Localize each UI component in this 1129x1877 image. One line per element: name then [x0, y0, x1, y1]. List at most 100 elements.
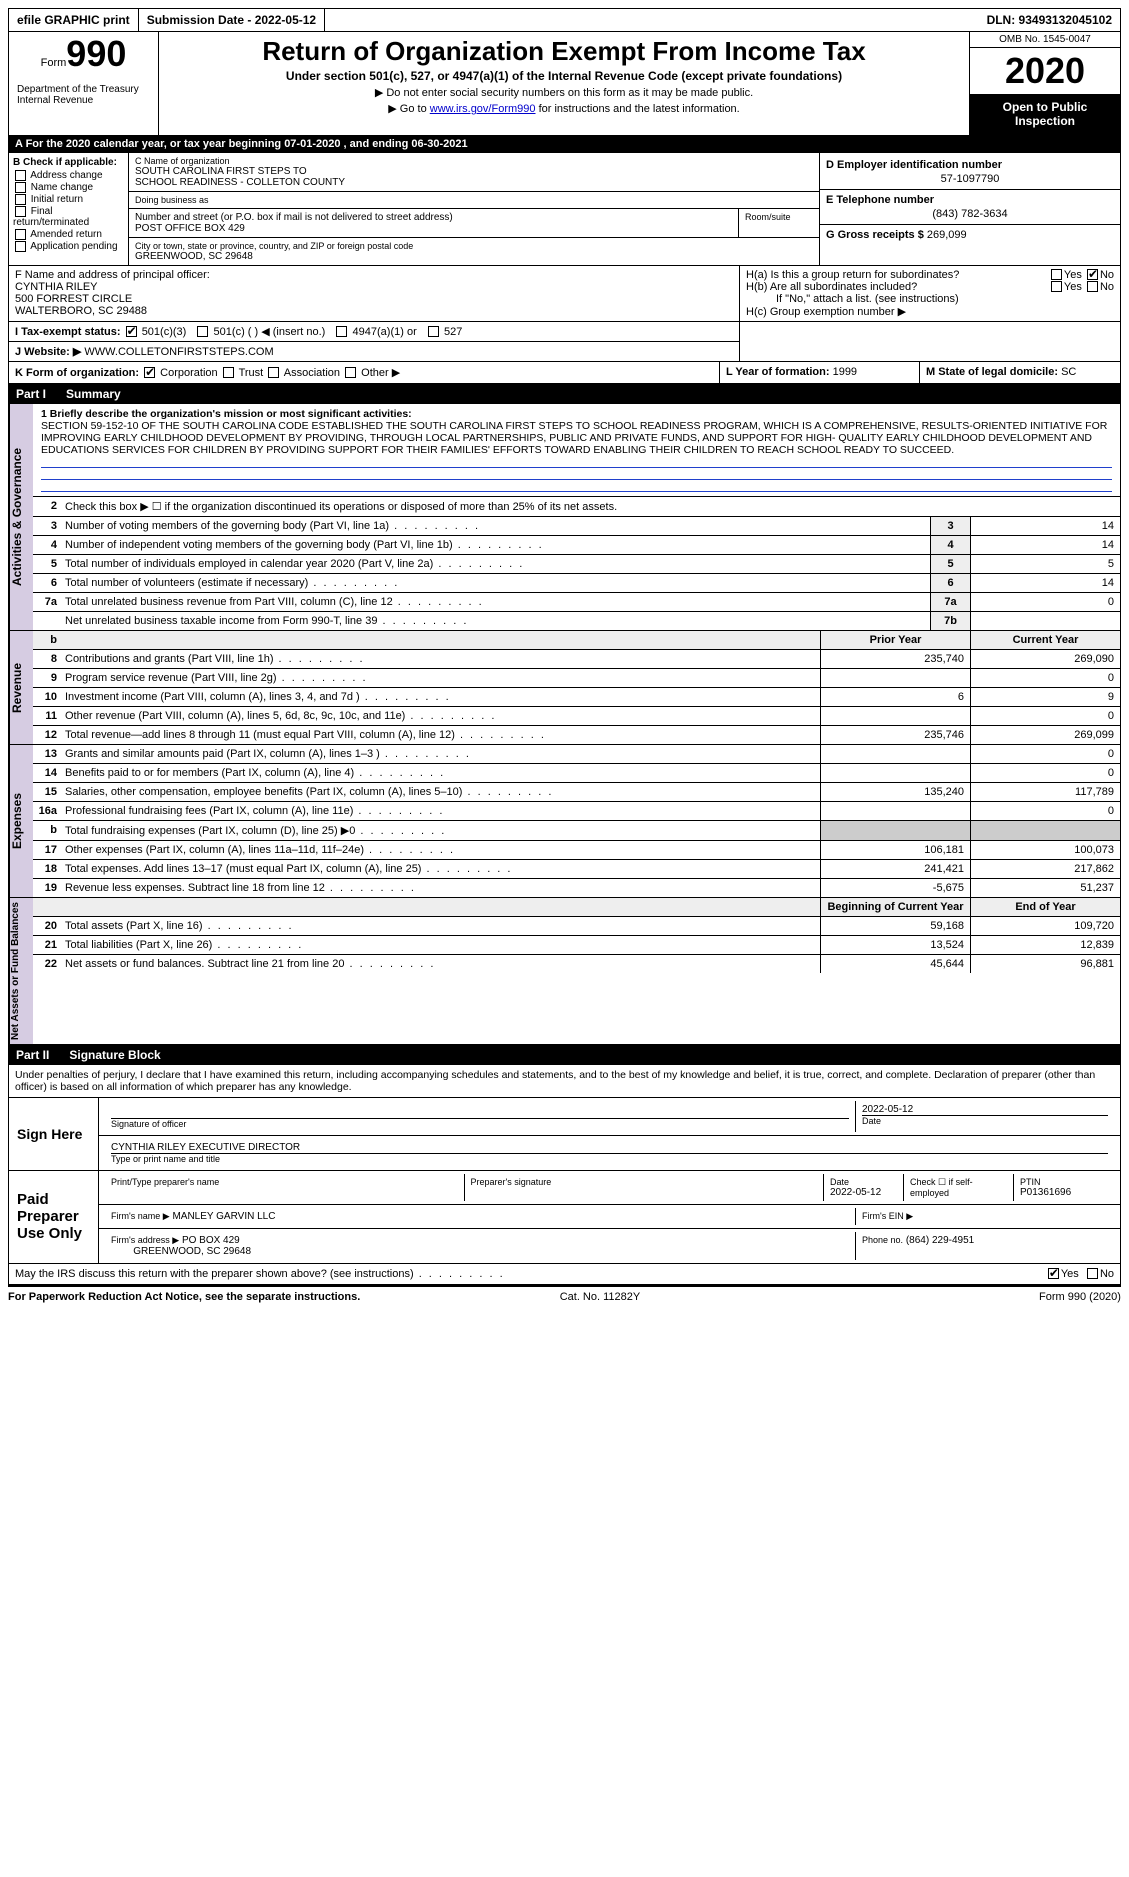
- open-inspection: Open to Public Inspection: [970, 94, 1120, 135]
- officer-block: F Name and address of principal officer:…: [9, 266, 739, 320]
- net-header: Beginning of Current Year End of Year: [33, 898, 1120, 917]
- dba-cell: Doing business as: [129, 192, 819, 209]
- h-c-spacer: [740, 322, 1120, 361]
- sign-here-label: Sign Here: [9, 1098, 99, 1170]
- prep-row1: Print/Type preparer's name Preparer's si…: [99, 1171, 1120, 1205]
- chk-other[interactable]: [345, 367, 356, 378]
- chk-501c[interactable]: [197, 326, 208, 337]
- sig-date-cell: 2022-05-12 Date: [856, 1101, 1114, 1132]
- chk-527[interactable]: [428, 326, 439, 337]
- org-name-label: C Name of organization: [135, 156, 813, 166]
- chk-corp[interactable]: [144, 367, 155, 378]
- box-f: F Name and address of principal officer:…: [9, 266, 740, 321]
- h-b-label: H(b) Are all subordinates included?: [746, 281, 917, 293]
- irs-link[interactable]: www.irs.gov/Form990: [430, 103, 536, 115]
- prep-row3: Firm's address ▶ PO BOX 429 GREENWOOD, S…: [99, 1229, 1120, 1263]
- note-goto: ▶ Go to www.irs.gov/Form990 for instruct…: [167, 102, 961, 115]
- form-number: 990: [66, 33, 126, 74]
- officer-addr2: WALTERBORO, SC 29488: [15, 305, 733, 317]
- hdr-eoy: End of Year: [970, 898, 1120, 916]
- chk-address-change[interactable]: Address change: [13, 170, 124, 181]
- h-b-yes[interactable]: [1051, 281, 1062, 292]
- street-label: Number and street (or P.O. box if mail i…: [135, 212, 732, 223]
- j-label: J Website: ▶: [15, 346, 81, 358]
- chk-trust[interactable]: [223, 367, 234, 378]
- ein: 57-1097790: [826, 173, 1114, 185]
- gross-value: 269,099: [927, 229, 967, 241]
- part1-title: Summary: [66, 387, 121, 401]
- l2-row: 2 Check this box ▶ ☐ if the organization…: [33, 497, 1120, 517]
- h-a-no[interactable]: [1087, 269, 1098, 280]
- addr-row: Number and street (or P.O. box if mail i…: [129, 209, 819, 238]
- l1-label: 1 Briefly describe the organization's mi…: [41, 408, 412, 420]
- dln: DLN: 93493132045102: [979, 9, 1120, 31]
- city-label: City or town, state or province, country…: [135, 241, 813, 251]
- dept-treasury: Department of the Treasury Internal Reve…: [13, 80, 154, 110]
- ag-row: 7aTotal unrelated business revenue from …: [33, 593, 1120, 612]
- part2-header: Part II Signature Block: [8, 1045, 1121, 1065]
- h-a-yes[interactable]: [1051, 269, 1062, 280]
- chk-assoc[interactable]: [268, 367, 279, 378]
- box-c: C Name of organization SOUTH CAROLINA FI…: [129, 153, 820, 265]
- hdr-curr: Current Year: [970, 631, 1120, 649]
- rot-expenses: Expenses: [9, 745, 33, 897]
- typed-name-cell: CYNTHIA RILEY EXECUTIVE DIRECTOR Type or…: [105, 1139, 1114, 1167]
- k-l-m-row: K Form of organization: Corporation Trus…: [8, 362, 1121, 384]
- h-b-note: If "No," attach a list. (see instruction…: [746, 293, 1114, 305]
- part1-expenses: Expenses 13Grants and similar amounts pa…: [8, 745, 1121, 898]
- ag-row: 4Number of independent voting members of…: [33, 536, 1120, 555]
- info-grid: B Check if applicable: Address change Na…: [8, 153, 1121, 266]
- table-row: 16aProfessional fundraising fees (Part I…: [33, 802, 1120, 821]
- ag-row: Net unrelated business taxable income fr…: [33, 612, 1120, 630]
- main-title: Return of Organization Exempt From Incom…: [167, 36, 961, 67]
- h-a-label: H(a) Is this a group return for subordin…: [746, 269, 959, 281]
- table-row: 21Total liabilities (Part X, line 26)13,…: [33, 936, 1120, 955]
- chk-initial-return[interactable]: Initial return: [13, 194, 124, 205]
- chk-final-return[interactable]: Final return/terminated: [13, 206, 124, 228]
- discuss-no[interactable]: [1087, 1268, 1098, 1279]
- footer: For Paperwork Reduction Act Notice, see …: [8, 1285, 1121, 1307]
- phone-label: E Telephone number: [826, 194, 934, 206]
- chk-501c3[interactable]: [126, 326, 137, 337]
- topbar: efile GRAPHIC print Submission Date - 20…: [8, 8, 1121, 32]
- table-row: 13Grants and similar amounts paid (Part …: [33, 745, 1120, 764]
- mission-block: 1 Briefly describe the organization's mi…: [33, 404, 1120, 497]
- table-row: 14Benefits paid to or for members (Part …: [33, 764, 1120, 783]
- form-word: Form: [41, 57, 67, 69]
- hdr-boy: Beginning of Current Year: [820, 898, 970, 916]
- sign-here-row: Sign Here Signature of officer 2022-05-1…: [8, 1098, 1121, 1171]
- h-c-label: H(c) Group exemption number ▶: [746, 305, 1114, 318]
- ein-label: D Employer identification number: [826, 159, 1002, 171]
- officer-name: CYNTHIA RILEY: [15, 281, 733, 293]
- part1-ag: Activities & Governance 1 Briefly descri…: [8, 404, 1121, 631]
- efile-badge: efile GRAPHIC print: [9, 9, 139, 31]
- org-name-cell: C Name of organization SOUTH CAROLINA FI…: [129, 153, 819, 192]
- form-number-cell: Form990 Department of the Treasury Inter…: [9, 32, 159, 135]
- i-j-row: I Tax-exempt status: 501(c)(3) 501(c) ( …: [8, 322, 1121, 362]
- table-row: bTotal fundraising expenses (Part IX, co…: [33, 821, 1120, 841]
- box-b: B Check if applicable: Address change Na…: [9, 153, 129, 265]
- note-goto-pre: ▶ Go to: [388, 103, 429, 115]
- chk-name-change[interactable]: Name change: [13, 182, 124, 193]
- year-cell: OMB No. 1545-0047 2020 Open to Public In…: [970, 32, 1120, 135]
- row-a-tax-year: A For the 2020 calendar year, or tax yea…: [8, 136, 1121, 153]
- org-name: SOUTH CAROLINA FIRST STEPS TO SCHOOL REA…: [135, 166, 813, 188]
- part1-num: Part I: [16, 387, 46, 401]
- table-row: 17Other expenses (Part IX, column (A), l…: [33, 841, 1120, 860]
- chk-4947[interactable]: [336, 326, 347, 337]
- chk-amended[interactable]: Amended return: [13, 229, 124, 240]
- box-b-title: B Check if applicable:: [13, 157, 124, 168]
- table-row: 20Total assets (Part X, line 16)59,16810…: [33, 917, 1120, 936]
- h-b-no[interactable]: [1087, 281, 1098, 292]
- table-row: 22Net assets or fund balances. Subtract …: [33, 955, 1120, 973]
- f-h-row: F Name and address of principal officer:…: [8, 266, 1121, 322]
- tax-year: 2020: [970, 48, 1120, 94]
- chk-app-pending[interactable]: Application pending: [13, 241, 124, 252]
- part2-title: Signature Block: [69, 1048, 160, 1062]
- discuss-row: May the IRS discuss this return with the…: [8, 1264, 1121, 1285]
- note-ssn: ▶ Do not enter social security numbers o…: [167, 86, 961, 99]
- paperwork-notice: For Paperwork Reduction Act Notice, see …: [8, 1291, 360, 1303]
- room-cell: Room/suite: [739, 209, 819, 237]
- dba-label: Doing business as: [135, 195, 813, 205]
- discuss-yes[interactable]: [1048, 1268, 1059, 1279]
